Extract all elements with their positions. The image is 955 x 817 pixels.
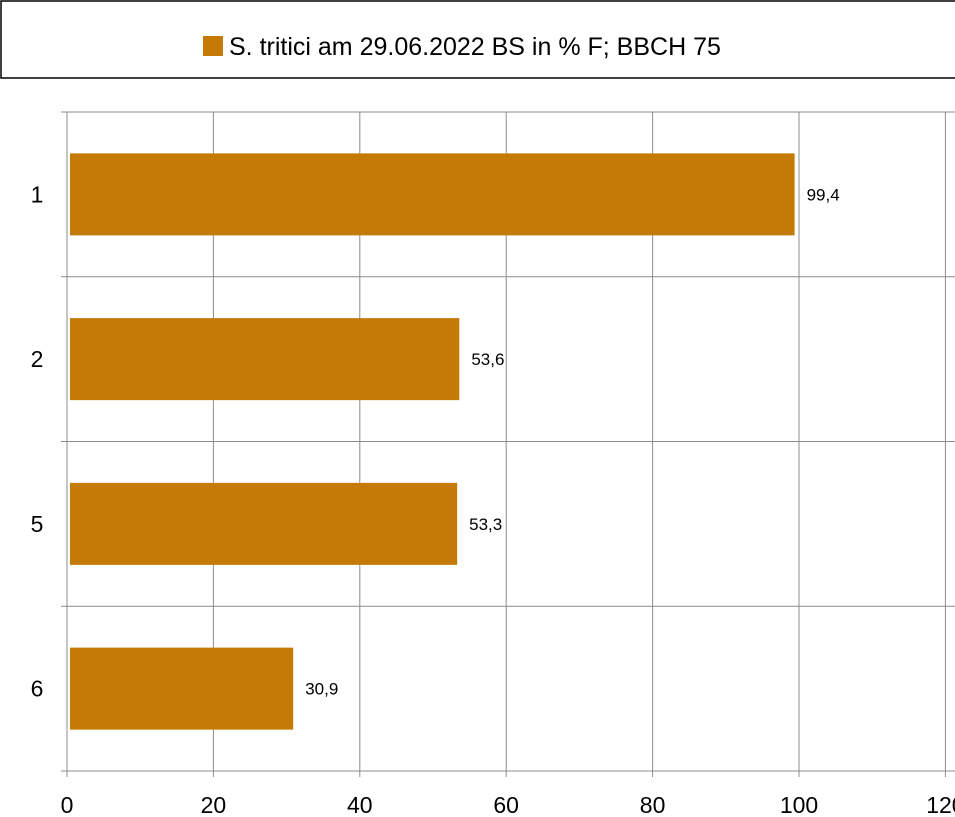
data-label: 99,4	[807, 185, 840, 204]
x-tick-label: 60	[493, 792, 519, 817]
bar	[70, 153, 795, 236]
legend-label: S. tritici am 29.06.2022 BS in % F; BBCH…	[229, 33, 721, 61]
bar	[70, 482, 458, 565]
x-tick-label: 40	[347, 792, 373, 817]
x-tick-label: 0	[61, 792, 74, 817]
category-label: 1	[31, 181, 44, 207]
x-tick-label: 80	[640, 792, 666, 817]
plot-area: 0 20 40 60 80 100 120 1 99,4 2 53,6 5 53,3 6 30,9	[31, 111, 955, 817]
legend: S. tritici am 29.06.2022 BS in % F; BBCH…	[0, 0, 955, 79]
data-label: 30,9	[305, 680, 338, 699]
legend-swatch	[203, 36, 223, 56]
x-tick-label: 120	[926, 792, 955, 817]
category-label: 5	[31, 511, 44, 537]
data-label: 53,3	[469, 515, 502, 534]
bar	[70, 318, 460, 401]
legend-box	[0, 0, 955, 79]
x-tick-label: 20	[201, 792, 227, 817]
category-label: 6	[31, 676, 44, 702]
x-tick-label: 100	[780, 792, 818, 817]
bar	[70, 647, 294, 730]
category-label: 2	[31, 346, 44, 372]
data-label: 53,6	[471, 350, 504, 369]
